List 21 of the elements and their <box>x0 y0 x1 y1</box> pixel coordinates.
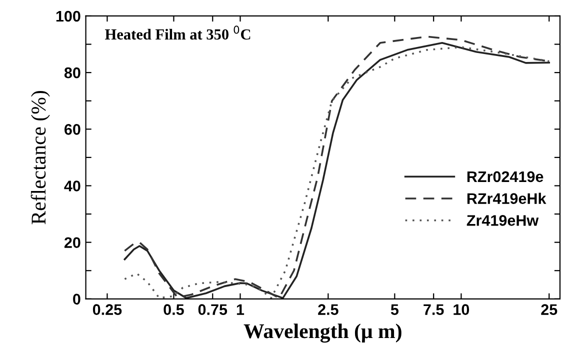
y-tick-label: 100 <box>56 10 80 22</box>
x-tick-label: 0.75 <box>198 304 228 315</box>
y-tick-label: 20 <box>64 237 80 248</box>
x-tick-label: 1 <box>236 304 244 315</box>
x-tick-label: 25 <box>541 304 558 315</box>
y-tick-label: 80 <box>64 67 80 78</box>
y-axis-title: Reflectance (%) <box>30 90 50 224</box>
legend-label: Zr419eHw <box>466 215 539 226</box>
x-tick-label: 2.5 <box>318 304 338 315</box>
y-tick-label: 40 <box>64 180 80 192</box>
annotation: Heated Film at 350 $^{0}$C <box>105 26 250 40</box>
y-tick-label: 0 <box>73 294 80 305</box>
legend-label: RZr419eHk <box>467 192 546 204</box>
x-tick-label: 0.25 <box>92 304 122 315</box>
x-axis-title: Wavelength (μ m) <box>244 324 402 343</box>
legend-label: RZr02419e <box>467 171 544 182</box>
x-tick-label: 0.5 <box>164 304 184 315</box>
x-tick-label: 5 <box>390 304 398 315</box>
y-tick-label: 60 <box>64 124 80 135</box>
x-tick-label: 10 <box>454 304 470 315</box>
x-tick-label: 7.5 <box>424 304 444 315</box>
